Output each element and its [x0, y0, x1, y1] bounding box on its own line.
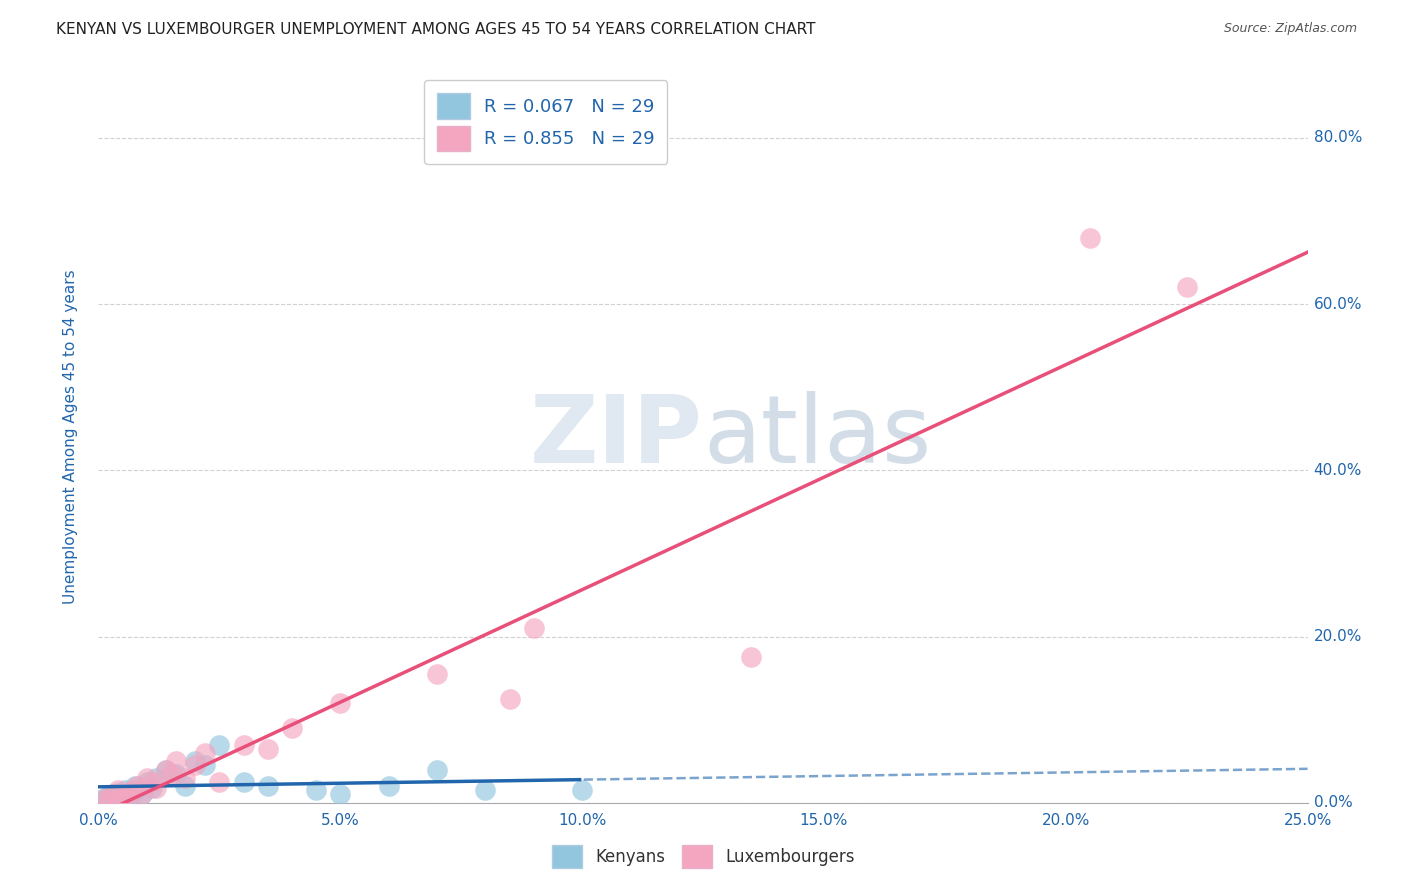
Point	[498, 692, 520, 706]
Point	[97, 793, 120, 807]
Point	[208, 738, 231, 752]
Point	[174, 779, 197, 793]
Point	[145, 780, 167, 795]
Point	[329, 696, 352, 710]
Text: atlas: atlas	[703, 391, 931, 483]
Text: 0.0%: 0.0%	[1313, 796, 1353, 810]
Point	[740, 650, 762, 665]
Legend: Kenyans, Luxembourgers: Kenyans, Luxembourgers	[546, 838, 860, 875]
Text: 60.0%: 60.0%	[1313, 297, 1362, 311]
Point	[111, 789, 134, 804]
Point	[155, 763, 177, 777]
Point	[107, 786, 129, 800]
Point	[281, 721, 304, 735]
Point	[174, 771, 197, 785]
Point	[474, 783, 496, 797]
Point	[184, 758, 207, 772]
Point	[127, 783, 149, 797]
Point	[165, 754, 187, 768]
Point	[131, 788, 153, 802]
Point	[194, 746, 217, 760]
Text: 40.0%: 40.0%	[1313, 463, 1362, 478]
Point	[1078, 230, 1101, 244]
Point	[165, 766, 187, 780]
Point	[107, 783, 129, 797]
Point	[91, 791, 114, 805]
Point	[232, 775, 254, 789]
Point	[135, 771, 157, 785]
Point	[329, 788, 352, 802]
Text: 80.0%: 80.0%	[1313, 130, 1362, 145]
Point	[426, 763, 449, 777]
Text: 20.0%: 20.0%	[1313, 629, 1362, 644]
Point	[256, 779, 278, 793]
Point	[135, 775, 157, 789]
Point	[141, 775, 163, 789]
Point	[117, 791, 139, 805]
Point	[131, 788, 153, 802]
Point	[571, 783, 593, 797]
Point	[104, 791, 127, 805]
Point	[141, 780, 163, 795]
Point	[121, 788, 143, 802]
Point	[256, 741, 278, 756]
Point	[208, 775, 231, 789]
Point	[523, 621, 546, 635]
Point	[232, 738, 254, 752]
Point	[114, 783, 136, 797]
Point	[97, 789, 120, 804]
Point	[101, 788, 124, 802]
Text: Source: ZipAtlas.com: Source: ZipAtlas.com	[1223, 22, 1357, 36]
Point	[117, 791, 139, 805]
Point	[127, 779, 149, 793]
Point	[184, 754, 207, 768]
Point	[155, 763, 177, 777]
Point	[1175, 280, 1198, 294]
Point	[145, 771, 167, 785]
Point	[91, 791, 114, 805]
Point	[377, 779, 399, 793]
Point	[194, 758, 217, 772]
Point	[426, 667, 449, 681]
Text: ZIP: ZIP	[530, 391, 703, 483]
Point	[111, 789, 134, 804]
Point	[101, 788, 124, 802]
Point	[121, 783, 143, 797]
Y-axis label: Unemployment Among Ages 45 to 54 years: Unemployment Among Ages 45 to 54 years	[63, 269, 77, 605]
Point	[160, 766, 183, 780]
Point	[305, 783, 328, 797]
Point	[124, 779, 146, 793]
Text: KENYAN VS LUXEMBOURGER UNEMPLOYMENT AMONG AGES 45 TO 54 YEARS CORRELATION CHART: KENYAN VS LUXEMBOURGER UNEMPLOYMENT AMON…	[56, 22, 815, 37]
